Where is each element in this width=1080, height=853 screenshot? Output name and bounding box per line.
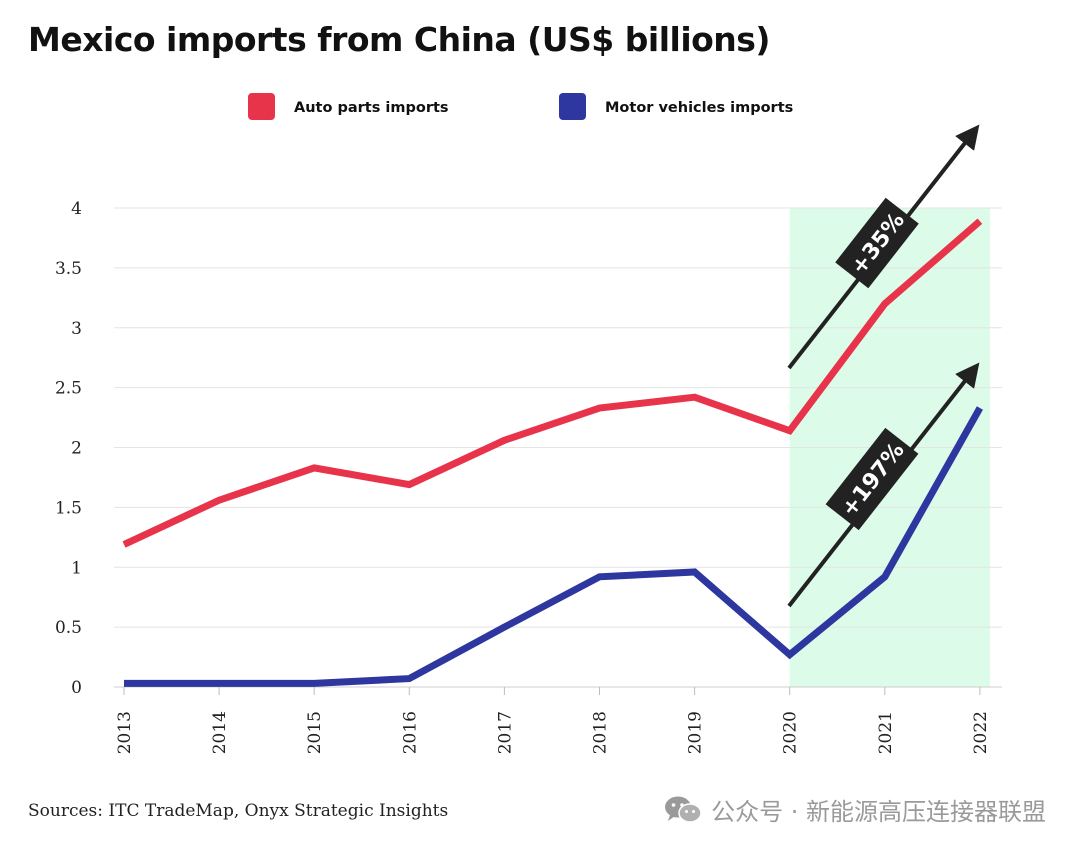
annotation-label-group: +35% bbox=[835, 197, 919, 289]
x-tick-label: 2020 bbox=[781, 711, 801, 754]
legend-swatch bbox=[559, 93, 586, 120]
x-tick-label: 2016 bbox=[400, 711, 420, 754]
series-line bbox=[124, 406, 983, 687]
annotation-label-box bbox=[825, 427, 919, 531]
watermark-text: 公众号 · 新能源高压连接器联盟 bbox=[711, 798, 1046, 826]
legend: Auto parts imports Motor vehicles imports bbox=[248, 93, 793, 120]
x-axis: 2013 2014 2015 2016 2017 2018 2019 2020 2021 2022 bbox=[115, 687, 991, 754]
x-tick-label: 2017 bbox=[495, 711, 515, 754]
y-tick-label: 0 bbox=[71, 678, 82, 698]
growth-annotations: +35%+197% bbox=[787, 124, 980, 608]
y-tick-label: 0.5 bbox=[55, 618, 82, 638]
y-tick-label: 3 bbox=[71, 319, 82, 339]
x-tick-label: 2019 bbox=[686, 711, 706, 754]
y-tick-label: 3.5 bbox=[55, 259, 82, 279]
legend-label: Auto parts imports bbox=[294, 100, 449, 116]
y-tick-label: 2 bbox=[71, 439, 82, 459]
line-chart: Auto parts imports Motor vehicles imports… bbox=[55, 93, 1002, 754]
chart-title: Mexico imports from China (US$ billions) bbox=[28, 20, 771, 59]
y-axis: 0 0.5 1 1.5 2 2.5 3 3.5 4 bbox=[55, 199, 82, 698]
x-tick-label: 2018 bbox=[591, 711, 611, 754]
x-tick-label: 2022 bbox=[971, 711, 991, 754]
watermark: 公众号 · 新能源高压连接器联盟 bbox=[663, 792, 1046, 827]
legend-label: Motor vehicles imports bbox=[605, 100, 793, 116]
x-tick-label: 2014 bbox=[210, 711, 230, 754]
x-tick-label: 2021 bbox=[876, 711, 896, 754]
wechat-icon bbox=[665, 796, 702, 823]
annotation-label-box bbox=[835, 197, 919, 289]
y-tick-label: 1 bbox=[71, 558, 82, 578]
legend-swatch bbox=[248, 93, 275, 120]
source-note: Sources: ITC TradeMap, Onyx Strategic In… bbox=[28, 801, 449, 821]
series-lines bbox=[122, 218, 983, 687]
series-line bbox=[122, 218, 983, 548]
y-tick-label: 1.5 bbox=[55, 498, 82, 518]
y-tick-label: 2.5 bbox=[55, 379, 82, 399]
x-tick-label: 2015 bbox=[305, 711, 325, 754]
x-tick-label: 2013 bbox=[115, 711, 135, 754]
y-tick-label: 4 bbox=[71, 199, 82, 219]
